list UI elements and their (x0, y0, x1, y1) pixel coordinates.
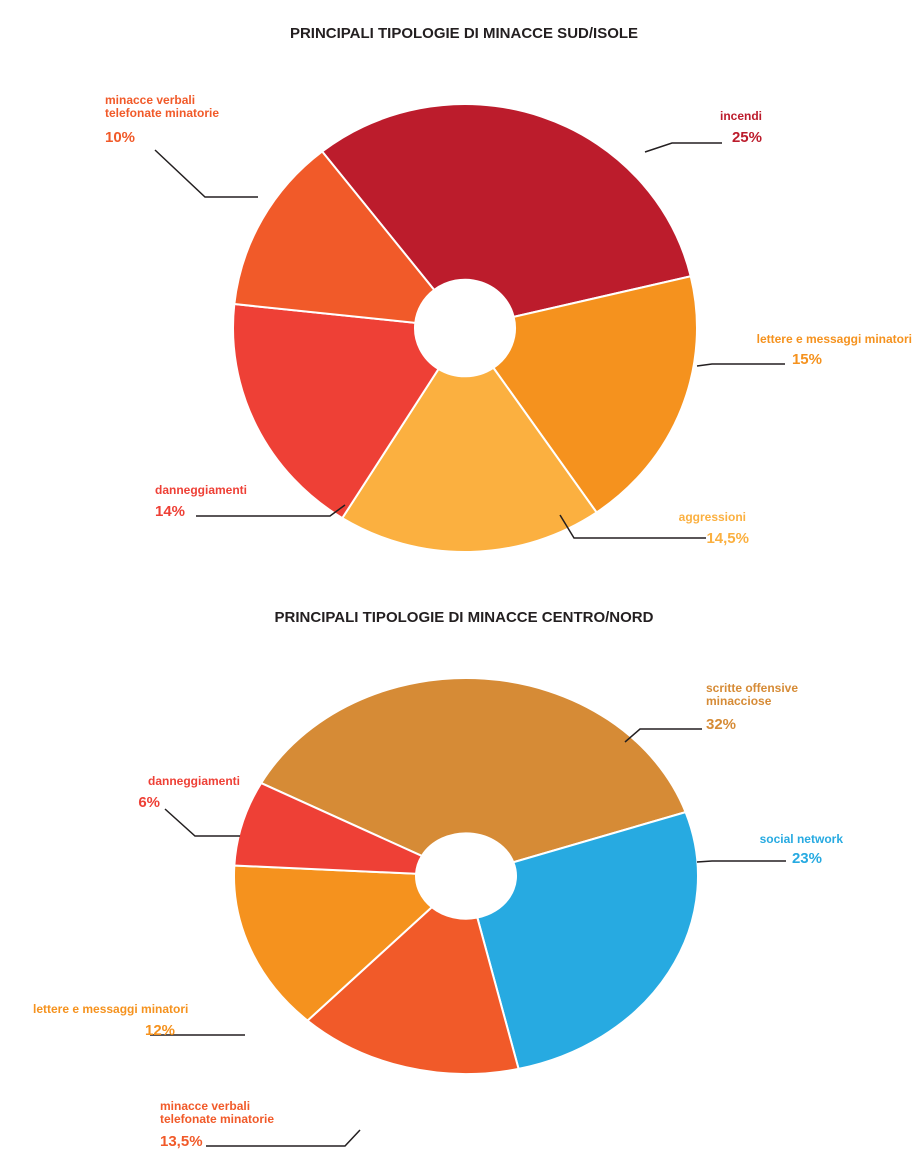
donut-hole (415, 279, 515, 377)
slice-name: minacce verbali telefonate minatorie (160, 1099, 274, 1126)
leader-line (206, 1129, 361, 1147)
slice-name: aggressioni (679, 510, 746, 524)
slice-value: 6% (138, 794, 160, 811)
slice-value: 12% (145, 1022, 175, 1039)
slice-value: 25% (732, 129, 762, 146)
chart-title: PRINCIPALI TIPOLOGIE DI MINACCE CENTRO/N… (275, 609, 654, 626)
slice-name: danneggiamenti (155, 483, 247, 497)
leader-line (164, 808, 240, 837)
leader-line (696, 860, 786, 863)
slice-value: 14,5% (706, 530, 749, 547)
leader-line (696, 363, 785, 367)
slice (320, 103, 692, 319)
slice-value: 15% (792, 351, 822, 368)
slice-value: 13,5% (160, 1133, 203, 1150)
slice-value: 32% (706, 716, 736, 733)
leader-line (624, 728, 702, 743)
slice-name: lettere e messaggi minatori (757, 332, 912, 346)
slice-name: incendi (720, 109, 762, 123)
slice-value: 10% (105, 129, 135, 146)
leader-line (644, 142, 722, 153)
donut-hole (416, 833, 516, 919)
leader-line (196, 504, 346, 517)
slice-name: danneggiamenti (148, 774, 240, 788)
leader-line (559, 514, 706, 539)
chart-title: PRINCIPALI TIPOLOGIE DI MINACCE SUD/ISOL… (290, 25, 638, 42)
slice-name: scritte offensive minacciose (706, 681, 798, 708)
slice-name: social network (760, 832, 844, 846)
slice-name: minacce verbali telefonate minatorie (105, 93, 219, 120)
slice-name: lettere e messaggi minatori (33, 1002, 188, 1016)
slice-value: 14% (155, 503, 185, 520)
slice (233, 864, 434, 1022)
slice-value: 23% (792, 850, 822, 867)
leader-line (154, 149, 258, 198)
